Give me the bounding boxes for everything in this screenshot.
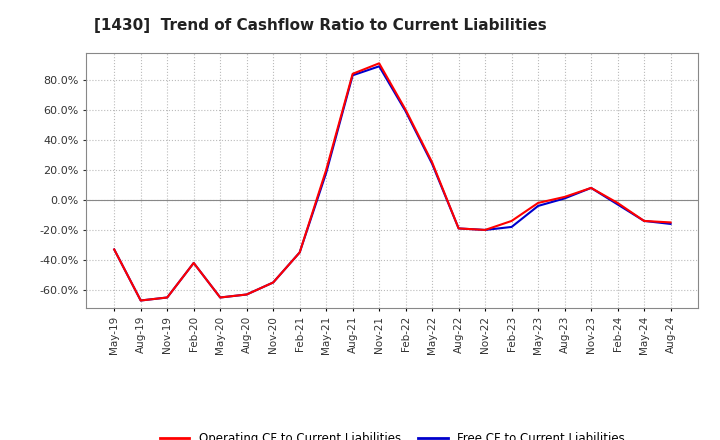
- Legend: Operating CF to Current Liabilities, Free CF to Current Liabilities: Operating CF to Current Liabilities, Fre…: [155, 428, 630, 440]
- Text: [1430]  Trend of Cashflow Ratio to Current Liabilities: [1430] Trend of Cashflow Ratio to Curren…: [94, 18, 546, 33]
